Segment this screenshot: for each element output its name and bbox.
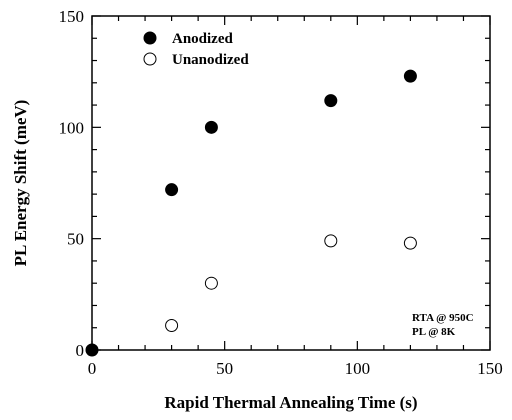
anodized-point [324, 94, 338, 108]
axis-tick-labels: 0 50 100 150 0 50 100 150 [59, 7, 503, 378]
legend-marker-unanodized [143, 52, 157, 66]
unanodized-point [204, 276, 218, 290]
annotation-rta: RTA @ 950C [412, 312, 474, 324]
data-points [85, 69, 417, 357]
x-tick-label: 100 [345, 359, 371, 378]
plot-area [91, 15, 491, 351]
unanodized-point [165, 319, 179, 333]
annotations: RTA @ 950C PL @ 8K [412, 312, 474, 338]
unanodized-point [403, 236, 417, 250]
annotation-pl: PL @ 8K [412, 326, 456, 338]
y-tick-label: 100 [59, 118, 85, 137]
x-tick-label: 150 [477, 359, 503, 378]
y-axis-title: PL Energy Shift (meV) [11, 100, 30, 267]
anodized-point [85, 343, 99, 357]
legend-label-unanodized: Unanodized [172, 52, 249, 68]
x-tick-label: 50 [216, 359, 233, 378]
axis-ticks [91, 15, 491, 351]
anodized-point [403, 69, 417, 83]
x-axis-title: Rapid Thermal Annealing Time (s) [164, 393, 417, 412]
legend: Anodized Unanodized [143, 31, 249, 68]
plot-frame [91, 15, 491, 351]
unanodized-point [324, 234, 338, 248]
legend-marker-anodized [143, 31, 157, 45]
anodized-point [165, 183, 179, 197]
y-tick-label: 50 [67, 230, 84, 249]
y-tick-label: 150 [59, 7, 85, 26]
x-tick-label: 0 [88, 359, 97, 378]
legend-label-anodized: Anodized [172, 31, 234, 47]
anodized-point [204, 120, 218, 134]
y-tick-label: 0 [76, 341, 85, 360]
